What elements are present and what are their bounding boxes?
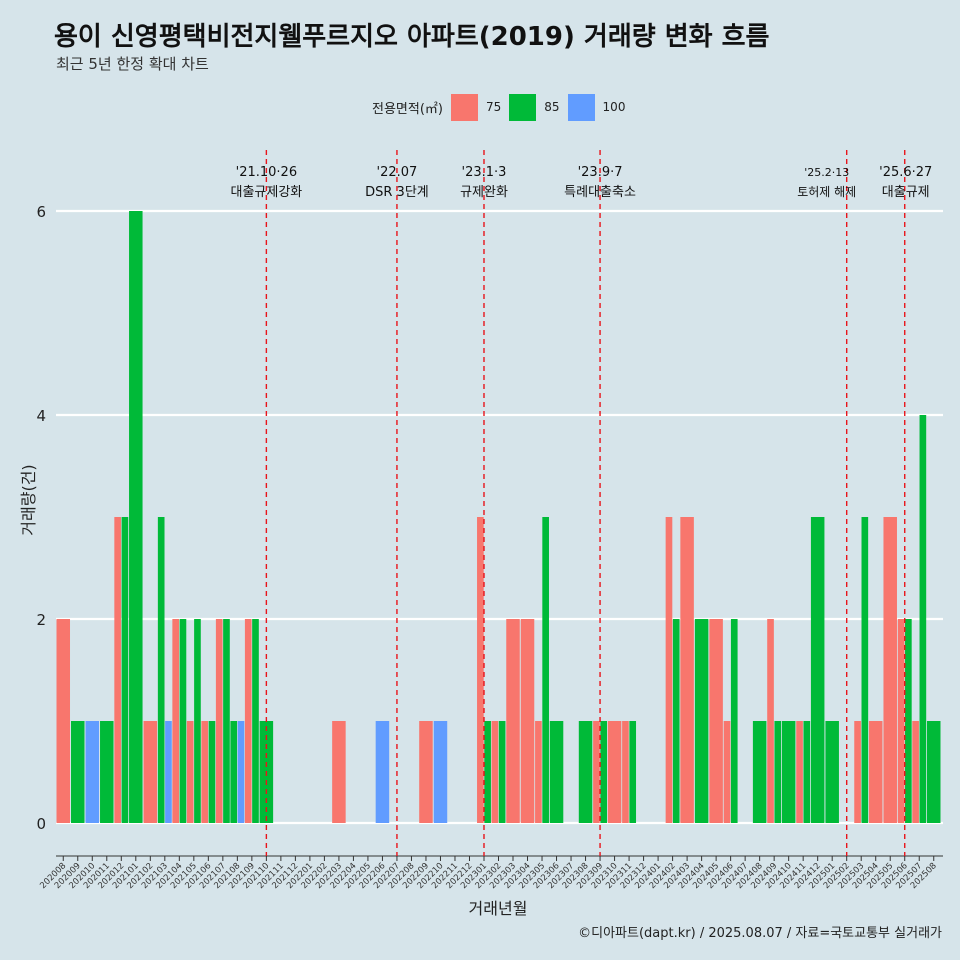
chart-subtitle: 최근 5년 한정 확대 차트 [56,55,209,73]
event-date-202207: '22.07 [377,165,418,180]
bar-202104-75 [172,619,180,823]
bar-202310-75 [607,721,622,823]
bar-202305-85 [542,517,549,823]
event-date-202502: '25.2·13 [804,166,849,179]
bar-202106-75 [201,721,209,823]
bar-202108-100 [237,721,245,823]
bar-202104-85 [179,619,187,823]
y-tick-label-0: 0 [36,815,46,833]
bar-202309-75 [593,721,600,823]
bar-202311-75 [622,721,629,823]
y-tick-label-2: 2 [36,611,46,629]
bar-202108-85 [230,721,238,823]
legend-item-100: 100 [567,93,626,121]
bar-202412-85 [810,517,825,823]
bar-202210-100 [433,721,448,823]
bar-202406-75 [723,721,731,823]
bar-202308-85 [578,721,593,823]
bar-202209-75 [419,721,433,823]
bar-202505-75 [883,517,897,823]
event-label-202110: 대출규제강화 [230,185,302,200]
bar-202402-85 [672,619,680,823]
legend-label-85: 85 [544,100,560,114]
legend-key-100 [567,93,595,121]
event-date-202301: '23.1·3 [462,165,507,180]
legend-key-75 [450,93,478,121]
bar-202406-85 [730,619,738,823]
bar-202507-85 [919,415,927,823]
bar-202405-75 [709,619,723,823]
bar-202103-100 [165,721,172,823]
event-label-202502: 토허제 해제 [797,185,856,199]
bar-202008-75 [56,619,71,823]
bar-202501-85 [825,721,839,823]
bar-202109-75 [244,619,252,823]
bar-202109-85 [252,619,259,823]
event-label-202301: 규제완화 [460,185,508,200]
legend-label-75: 75 [485,100,502,114]
bar-202403-75 [680,517,694,823]
bar-202102-75 [143,721,158,823]
bar-202503-85 [861,517,869,823]
bar-202009-85 [71,721,85,823]
bar-202504-75 [868,721,883,823]
bar-202010-100 [85,721,100,823]
bar-202506-75 [897,619,905,823]
bar-202404-85 [694,619,709,823]
bar-202306-85 [549,721,564,823]
legend-item-75: 75 [450,93,502,121]
bar-202105-75 [186,721,194,823]
bar-202012-75 [114,517,121,823]
bar-202302-75 [491,721,499,823]
y-tick-label-6: 6 [36,203,46,221]
event-date-202110: '21.10·26 [236,165,297,180]
bar-202304-75 [520,619,535,823]
bar-202012-85 [121,517,129,823]
x-axis-title: 거래년월 [469,899,528,918]
event-date-202506: '25.6·27 [879,165,932,180]
legend-label-100: 100 [602,100,626,114]
caption: ©디아파트(dapt.kr) / 2025.08.07 / 자료=국토교통부 실… [578,926,942,941]
y-tick-label-4: 4 [36,407,46,425]
legend-key-85 [509,93,537,121]
bar-202301-85 [484,721,491,823]
bar-202107-85 [223,619,230,823]
bar-202107-75 [215,619,223,823]
bar-202311-85 [629,721,637,823]
bar-202101-85 [129,211,143,823]
bar-202309-85 [600,721,608,823]
bar-202508-85 [926,721,941,823]
bar-202103-85 [157,517,165,823]
chart-title: 용이 신영평택비전지웰푸르지오 아파트(2019) 거래량 변화 흐름 [54,22,770,52]
bar-202409-85 [774,721,782,823]
bar-202206-100 [375,721,390,823]
bar-202203-75 [332,721,346,823]
legend-title: 전용면적(㎡) [372,101,443,117]
bar-202302-85 [498,721,506,823]
bar-202303-75 [506,619,520,823]
bar-202106-85 [208,721,216,823]
event-label-202309: 특례대출축소 [564,185,636,200]
legend: 전용면적(㎡) 75 85 100 [372,92,633,122]
event-label-202506: 대출규제 [882,185,930,200]
bar-202411-75 [796,721,803,823]
bar-202408-85 [752,721,767,823]
event-date-202309: '23.9·7 [578,165,623,180]
bar-202506-85 [905,619,912,823]
y-axis-title: 거래량(건) [19,464,38,535]
bar-202411-85 [803,721,811,823]
bar-202503-75 [854,721,861,823]
bar-202011-85 [100,721,114,823]
legend-item-85: 85 [509,93,560,121]
event-label-202207: DSR 3단계 [365,185,429,200]
bar-202410-85 [781,721,796,823]
bar-202402-75 [665,517,673,823]
bar-202507-75 [912,721,919,823]
bar-202305-75 [535,721,542,823]
bar-202105-85 [194,619,201,823]
bar-202301-75 [477,517,484,823]
bar-202409-75 [767,619,774,823]
